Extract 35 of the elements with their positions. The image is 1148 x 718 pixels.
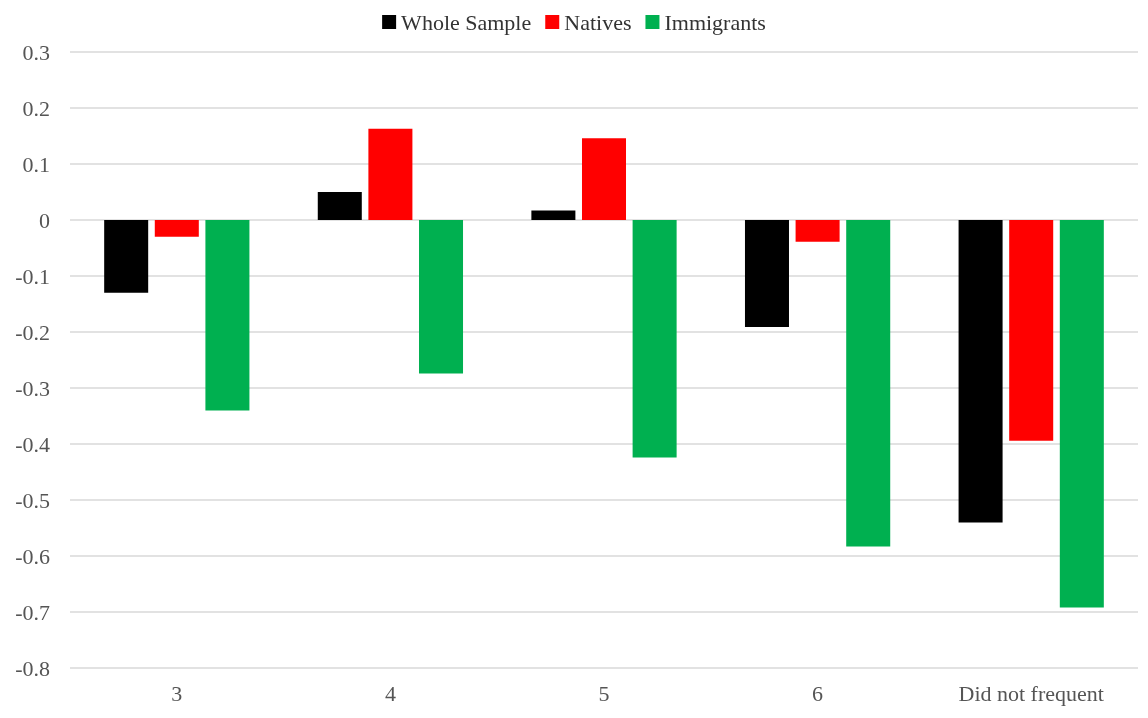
bar <box>1009 220 1054 441</box>
bar <box>846 220 891 547</box>
y-tick-label: -0.1 <box>15 263 50 289</box>
bar <box>958 220 1003 523</box>
bar <box>419 220 464 374</box>
bar <box>531 210 576 220</box>
x-tick-label: 6 <box>812 680 824 706</box>
y-tick-label: -0.2 <box>15 319 50 345</box>
x-tick-label: Did not frequent <box>958 680 1104 706</box>
y-tick-label: -0.5 <box>15 487 50 513</box>
bar <box>744 220 789 327</box>
x-tick-label: 4 <box>384 680 396 706</box>
bar <box>205 220 250 411</box>
x-tick-label: 3 <box>171 680 183 706</box>
bar <box>581 138 627 220</box>
bar <box>317 192 362 220</box>
y-tick-label: 0 <box>39 207 50 233</box>
bar <box>795 220 840 242</box>
bar <box>368 128 413 220</box>
legend-label: Immigrants <box>664 9 766 35</box>
y-tick-label: 0.1 <box>22 151 50 177</box>
bar <box>104 220 149 293</box>
bar <box>1059 220 1104 608</box>
bar <box>154 220 199 237</box>
y-tick-label: -0.7 <box>15 599 50 625</box>
bar <box>632 220 677 458</box>
x-tick-label: 5 <box>598 680 610 706</box>
legend-label: Natives <box>564 9 632 35</box>
y-tick-label: -0.3 <box>15 375 50 401</box>
y-tick-label: 0.3 <box>22 39 50 65</box>
y-tick-label: -0.6 <box>15 543 50 569</box>
y-tick-label: 0.2 <box>22 95 50 121</box>
legend-label: Whole Sample <box>401 9 532 35</box>
y-tick-label: -0.4 <box>15 431 50 457</box>
y-tick-label: -0.8 <box>15 655 50 681</box>
